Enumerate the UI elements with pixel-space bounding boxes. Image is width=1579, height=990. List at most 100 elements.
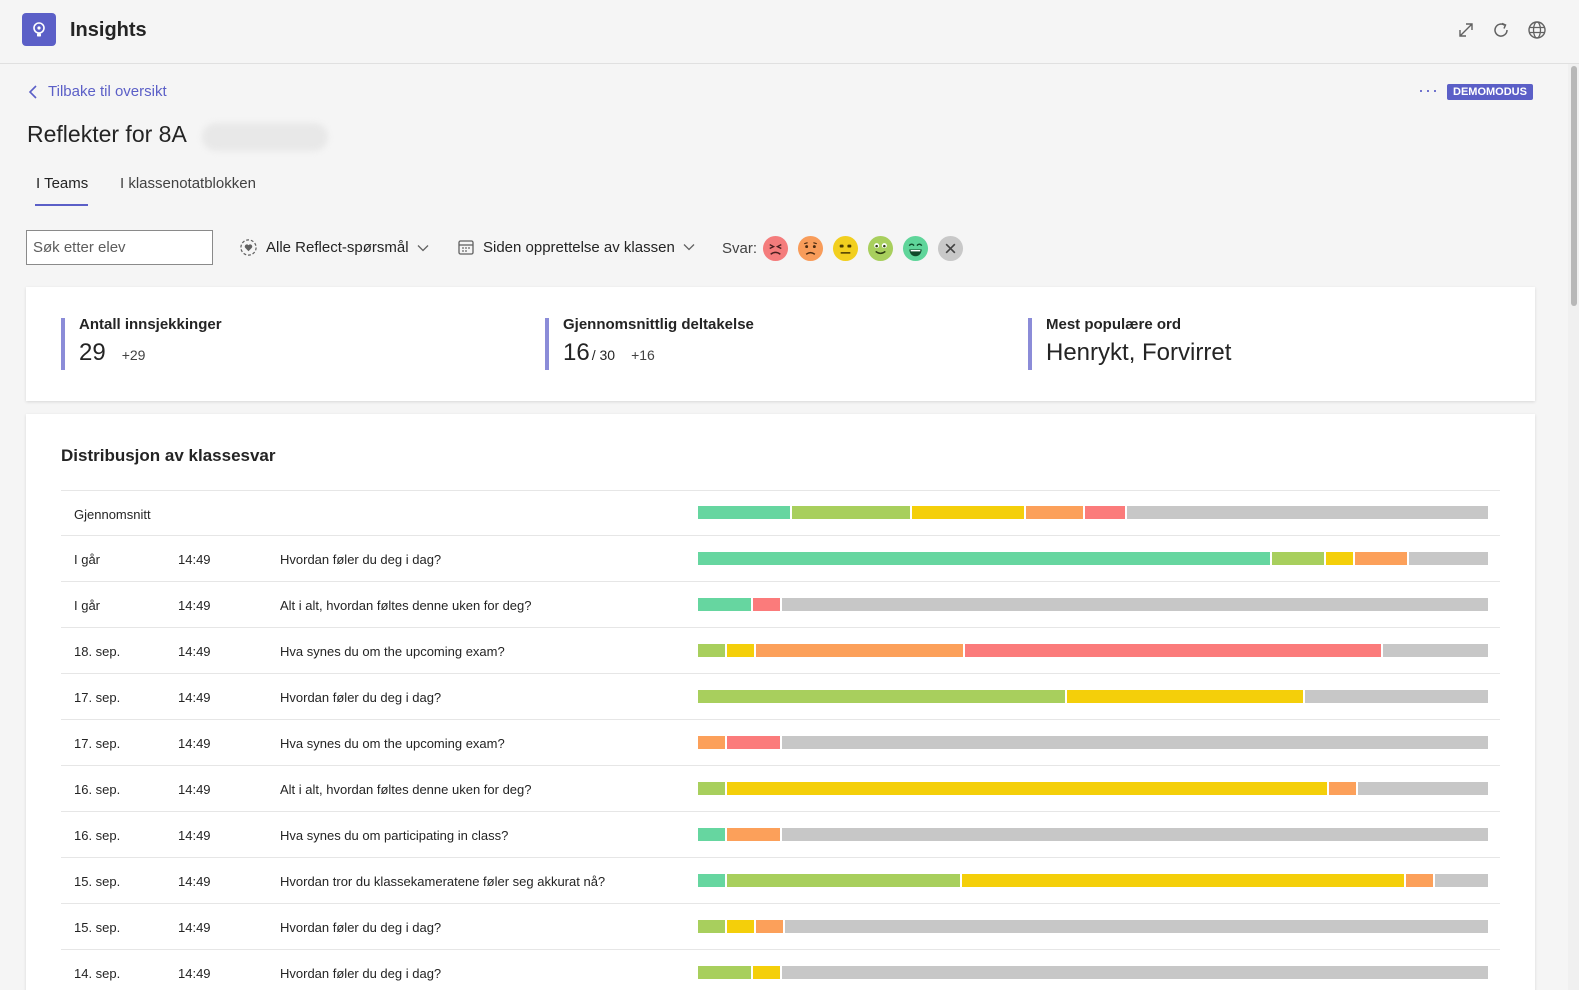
response-distribution-bar [698, 690, 1488, 703]
row-question: Hva synes du om the upcoming exam? [280, 736, 505, 751]
bar-segment-lime [698, 690, 1065, 703]
distribution-title: Distribusjon av klassesvar [61, 446, 276, 465]
neutral-emoji-icon[interactable] [832, 235, 859, 262]
globe-icon[interactable] [1526, 19, 1548, 41]
questions-filter-dropdown[interactable]: Alle Reflect-spørsmål [239, 238, 429, 257]
bar-segment-orange [755, 920, 783, 933]
bar-segment-gray [1358, 782, 1488, 795]
average-distribution-bar [698, 506, 1488, 519]
bar-segment-gray [1409, 552, 1488, 565]
great-emoji-icon[interactable] [902, 235, 929, 262]
distribution-row[interactable]: 16. sep. 14:49 Hva synes du om participati… [61, 812, 1500, 858]
row-date: 15. sep. [74, 920, 121, 935]
more-options-button[interactable]: ··· [1418, 80, 1439, 100]
bar-segment-green [698, 874, 725, 887]
good-emoji-icon[interactable] [867, 235, 894, 262]
distribution-row[interactable]: I går 14:49 Alt i alt, hvordan føltes denn… [61, 582, 1500, 628]
distribution-row[interactable]: I går 14:49 Hvordan føler du deg i dag? [61, 536, 1500, 582]
bar-segment-lime [726, 874, 961, 887]
page-scrollbar[interactable] [1568, 64, 1579, 990]
active-tab-indicator [35, 204, 88, 206]
scrollbar-thumb[interactable] [1571, 66, 1577, 306]
row-question: Hva synes du om the upcoming exam? [280, 644, 505, 659]
furious-emoji-icon[interactable] [762, 235, 789, 262]
bar-segment-gray [1383, 644, 1488, 657]
distribution-row[interactable]: 18. sep. 14:49 Hva synes du om the upcomin… [61, 628, 1500, 674]
expand-icon[interactable] [1455, 19, 1477, 41]
row-time: 14:49 [178, 828, 211, 843]
row-question: Hvordan føler du deg i dag? [280, 690, 442, 705]
back-link-label: Tilbake til oversikt [48, 83, 167, 100]
distribution-row[interactable]: 17. sep. 14:49 Hvordan føler du deg i dag? [61, 674, 1500, 720]
bar-segment-gray [1305, 690, 1488, 703]
distribution-row[interactable]: 14. sep. 14:49 Hvordan føler du deg i dag? [61, 950, 1500, 990]
row-question: Hvordan tror du klassekameratene føler s… [280, 874, 606, 889]
bar-segment-yellow [753, 966, 780, 979]
tab-class-notebook[interactable]: I klassenotatblokken [120, 175, 256, 192]
row-time: 14:49 [178, 920, 211, 935]
bar-segment-orange [755, 644, 963, 657]
app-header: Insights [0, 0, 1579, 64]
student-search-field[interactable] [26, 230, 213, 265]
tab-in-teams[interactable]: I Teams [36, 175, 89, 192]
bar-segment-lime [792, 506, 910, 519]
distribution-row[interactable]: 15. sep. 14:49 Hvordan føler du deg i dag? [61, 904, 1500, 950]
distribution-row[interactable]: 15. sep. 14:49 Hvordan tror du klassekamer… [61, 858, 1500, 904]
lightbulb-icon [22, 13, 56, 46]
bar-segment-lime [1271, 552, 1325, 565]
student-search-input[interactable] [27, 231, 212, 264]
row-time: 14:49 [178, 782, 211, 797]
bar-segment-red [727, 736, 780, 749]
row-question: Alt i alt, hvordan føltes denne uken for… [280, 598, 532, 613]
row-date: I går [74, 552, 101, 567]
row-date: 17. sep. [74, 690, 121, 705]
row-date: 17. sep. [74, 736, 121, 751]
questions-filter-label: Alle Reflect-spørsmål [266, 239, 409, 256]
row-time: 14:49 [178, 966, 211, 981]
no-answer-icon[interactable] [937, 235, 964, 262]
chevron-down-icon [683, 244, 695, 251]
bar-segment-gray [782, 598, 1488, 611]
bar-segment-yellow [1066, 690, 1304, 703]
bar-segment-yellow [911, 506, 1024, 519]
back-to-overview-link[interactable]: Tilbake til oversikt [28, 83, 167, 100]
row-date: 18. sep. [74, 644, 121, 659]
chevron-down-icon [417, 244, 428, 251]
sad-emoji-icon[interactable] [797, 235, 824, 262]
bar-segment-lime [698, 966, 751, 979]
participation-label: Gjennomsnittlig deltakelse [563, 316, 754, 333]
response-distribution-bar [698, 782, 1488, 795]
distribution-table: Gjennomsnitt I går 14:49 Hvordan føler du … [61, 490, 1500, 990]
bar-segment-gray [782, 736, 1488, 749]
app-title: Insights [70, 19, 147, 41]
bar-segment-gray [782, 828, 1488, 841]
bar-segment-orange [1406, 874, 1434, 887]
bar-segment-red [753, 598, 780, 611]
distribution-card: Distribusjon av klassesvar Gjennomsnitt … [26, 414, 1535, 990]
response-distribution-bar [698, 966, 1488, 979]
bar-segment-red [964, 644, 1382, 657]
refresh-icon[interactable] [1490, 19, 1512, 41]
answers-filter-label: Svar: [722, 240, 758, 257]
period-filter-dropdown[interactable]: Siden opprettelse av klassen [457, 238, 695, 256]
row-date: 14. sep. [74, 966, 121, 981]
checkins-label: Antall innsjekkinger [79, 316, 222, 333]
row-question: Hvordan føler du deg i dag? [280, 966, 442, 981]
participation-total: / 30 [591, 347, 616, 363]
row-time: 14:49 [178, 598, 211, 613]
participation-value: 16 [563, 339, 590, 366]
distribution-row[interactable]: 16. sep. 14:49 Alt i alt, hvordan føltes d… [61, 766, 1500, 812]
popular-words-stat: Mest populære ord Henrykt, Forvirret [1028, 316, 1231, 370]
bar-segment-gray [1435, 874, 1489, 887]
page-title: Reflekter for 8A [27, 121, 187, 147]
distribution-row[interactable]: 17. sep. 14:49 Hva synes du om the upcomin… [61, 720, 1500, 766]
checkins-value: 29 [79, 339, 106, 366]
response-distribution-bar [698, 552, 1488, 565]
row-date: 16. sep. [74, 782, 121, 797]
bar-segment-orange [1329, 782, 1356, 795]
bar-segment-lime [698, 920, 725, 933]
participation-delta: +16 [631, 347, 655, 363]
summary-stats-card: Antall innsjekkinger 29 +29 Gjennomsnitt… [26, 287, 1535, 401]
popular-words-label: Mest populære ord [1046, 316, 1182, 333]
row-time: 14:49 [178, 552, 211, 567]
